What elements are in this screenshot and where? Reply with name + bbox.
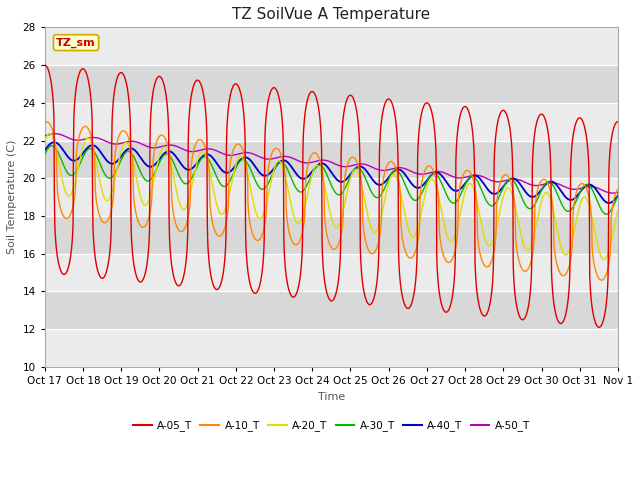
X-axis label: Time: Time	[318, 392, 345, 402]
Bar	[45, 254, 618, 291]
Title: TZ SoilVue A Temperature: TZ SoilVue A Temperature	[232, 7, 431, 22]
Bar	[45, 103, 618, 141]
Bar	[45, 141, 618, 178]
Y-axis label: Soil Temperature (C): Soil Temperature (C)	[7, 140, 17, 254]
Legend: A-05_T, A-10_T, A-20_T, A-30_T, A-40_T, A-50_T: A-05_T, A-10_T, A-20_T, A-30_T, A-40_T, …	[129, 416, 534, 435]
Bar	[45, 178, 618, 216]
Bar	[45, 329, 618, 367]
Bar	[45, 27, 618, 65]
Bar	[45, 65, 618, 103]
Bar	[45, 291, 618, 329]
Bar	[45, 216, 618, 254]
Text: TZ_sm: TZ_sm	[56, 37, 96, 48]
